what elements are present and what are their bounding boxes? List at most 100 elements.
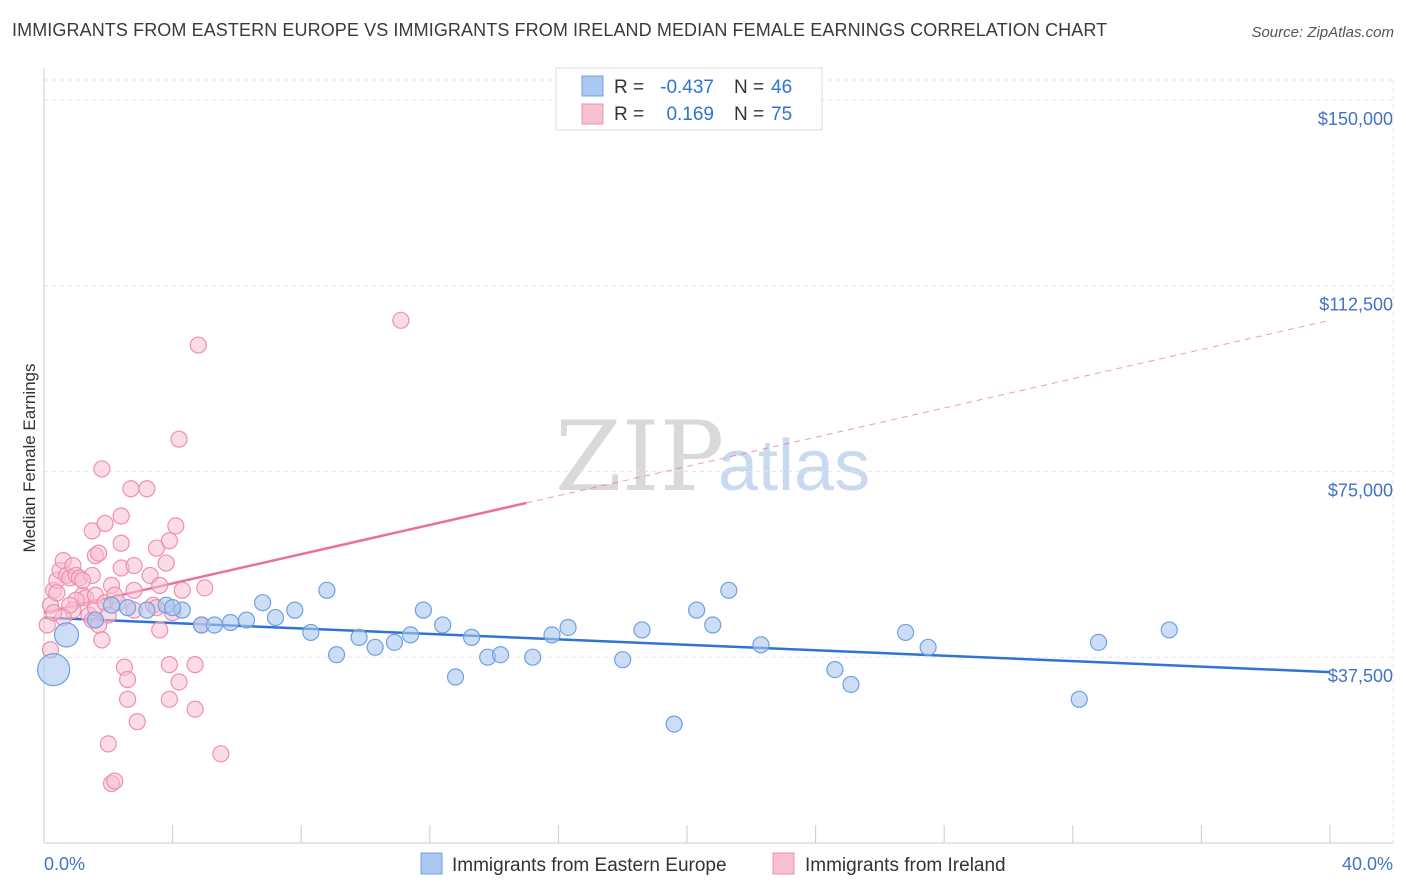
bottom-legend-swatch-ireland <box>772 852 795 875</box>
point-eastern-europe <box>919 638 937 656</box>
point-ireland <box>73 571 92 590</box>
point-ireland <box>186 700 204 718</box>
legend-r-value-1: -0.437 <box>660 77 714 98</box>
point-eastern-europe <box>37 652 71 687</box>
point-eastern-europe <box>164 599 182 617</box>
point-ireland <box>212 745 230 763</box>
point-ireland <box>138 480 156 498</box>
point-eastern-europe <box>752 636 770 654</box>
point-eastern-europe <box>491 646 510 664</box>
point-ireland <box>151 576 169 594</box>
watermark-zip: ZIP <box>555 401 724 513</box>
ireland-points <box>38 311 410 793</box>
legend-r-label-1: R = <box>614 77 644 98</box>
point-eastern-europe <box>720 581 738 599</box>
point-ireland <box>93 460 111 478</box>
point-eastern-europe <box>138 601 156 619</box>
y-tick-label: $75,000 <box>1328 480 1393 500</box>
point-ireland <box>167 517 185 535</box>
bottom-legend-label-ireland: Immigrants from Ireland <box>805 855 1006 876</box>
eastern-europe-points <box>37 581 1178 733</box>
axes <box>43 68 1393 844</box>
point-ireland <box>99 735 117 753</box>
point-ireland <box>128 713 146 731</box>
point-ireland <box>83 522 101 540</box>
chart-title: IMMIGRANTS FROM EASTERN EUROPE VS IMMIGR… <box>12 20 1108 40</box>
watermark-atlas: atlas <box>718 426 870 506</box>
legend-n-label-2: N = <box>734 104 764 125</box>
point-ireland <box>186 656 204 674</box>
point-eastern-europe <box>704 616 722 634</box>
bottom-legend-swatch-eastern-europe <box>420 852 443 875</box>
point-eastern-europe <box>266 608 285 627</box>
legend-n-label-1: N = <box>734 77 764 98</box>
trend-line-ireland <box>43 501 527 614</box>
point-ireland <box>170 430 188 448</box>
y-axis-label: Median Female Earnings <box>20 364 39 553</box>
point-ireland <box>151 621 169 639</box>
point-eastern-europe <box>1070 690 1088 708</box>
point-ireland <box>189 336 207 354</box>
point-ireland <box>160 656 178 674</box>
legend-swatch-ireland <box>581 103 604 125</box>
point-eastern-europe <box>434 616 452 634</box>
point-eastern-europe <box>543 626 561 644</box>
point-ireland <box>106 772 124 790</box>
point-eastern-europe <box>401 626 420 644</box>
point-ireland <box>112 507 130 525</box>
y-tick-label: $37,500 <box>1328 666 1393 686</box>
point-eastern-europe <box>86 611 105 629</box>
point-ireland <box>112 534 130 552</box>
point-eastern-europe <box>1160 621 1178 639</box>
point-eastern-europe <box>366 638 384 656</box>
point-eastern-europe <box>446 668 465 686</box>
point-ireland <box>173 581 191 599</box>
point-eastern-europe <box>302 623 320 642</box>
point-eastern-europe <box>665 715 683 733</box>
trend-lines <box>43 319 1331 674</box>
point-ireland <box>118 670 137 689</box>
point-eastern-europe <box>385 633 404 651</box>
legend-n-value-1: 46 <box>771 77 792 98</box>
legend-r-label-2: R = <box>614 104 644 125</box>
point-eastern-europe <box>350 628 368 646</box>
trend-line-eastern-europe <box>43 616 1331 674</box>
point-ireland <box>160 532 178 550</box>
legend-n-value-2: 75 <box>771 104 792 125</box>
point-ireland <box>122 480 140 498</box>
point-eastern-europe <box>318 581 336 599</box>
point-eastern-europe <box>688 601 706 619</box>
point-eastern-europe <box>327 646 346 664</box>
point-eastern-europe <box>462 628 481 646</box>
point-eastern-europe <box>102 596 121 614</box>
point-eastern-europe <box>1089 633 1108 651</box>
x-tick-label-min: 0.0% <box>44 854 85 874</box>
point-ireland <box>196 579 214 597</box>
legend: R = -0.437 N = 46 R = 0.169 N = 75 <box>555 67 823 131</box>
point-eastern-europe <box>237 611 256 629</box>
point-eastern-europe <box>826 660 844 679</box>
point-eastern-europe <box>842 675 860 694</box>
point-ireland <box>392 311 410 329</box>
point-eastern-europe <box>254 594 272 612</box>
point-ireland <box>93 631 111 649</box>
point-eastern-europe <box>205 616 223 634</box>
bottom-legend: Immigrants from Eastern Europe Immigrant… <box>420 852 1006 876</box>
point-eastern-europe <box>221 613 240 632</box>
point-ireland <box>147 539 166 557</box>
point-ireland <box>160 690 178 708</box>
point-eastern-europe <box>286 601 304 619</box>
point-eastern-europe <box>118 599 137 617</box>
point-eastern-europe <box>633 621 651 639</box>
y-tick-label: $150,000 <box>1318 109 1393 129</box>
point-eastern-europe <box>524 648 542 666</box>
point-eastern-europe <box>414 601 432 619</box>
point-eastern-europe <box>897 623 915 642</box>
point-ireland <box>90 544 108 562</box>
point-ireland <box>118 690 137 708</box>
point-eastern-europe <box>559 618 577 637</box>
point-eastern-europe <box>53 622 80 648</box>
x-tick-label-max: 40.0% <box>1342 854 1393 874</box>
point-ireland <box>48 584 66 602</box>
